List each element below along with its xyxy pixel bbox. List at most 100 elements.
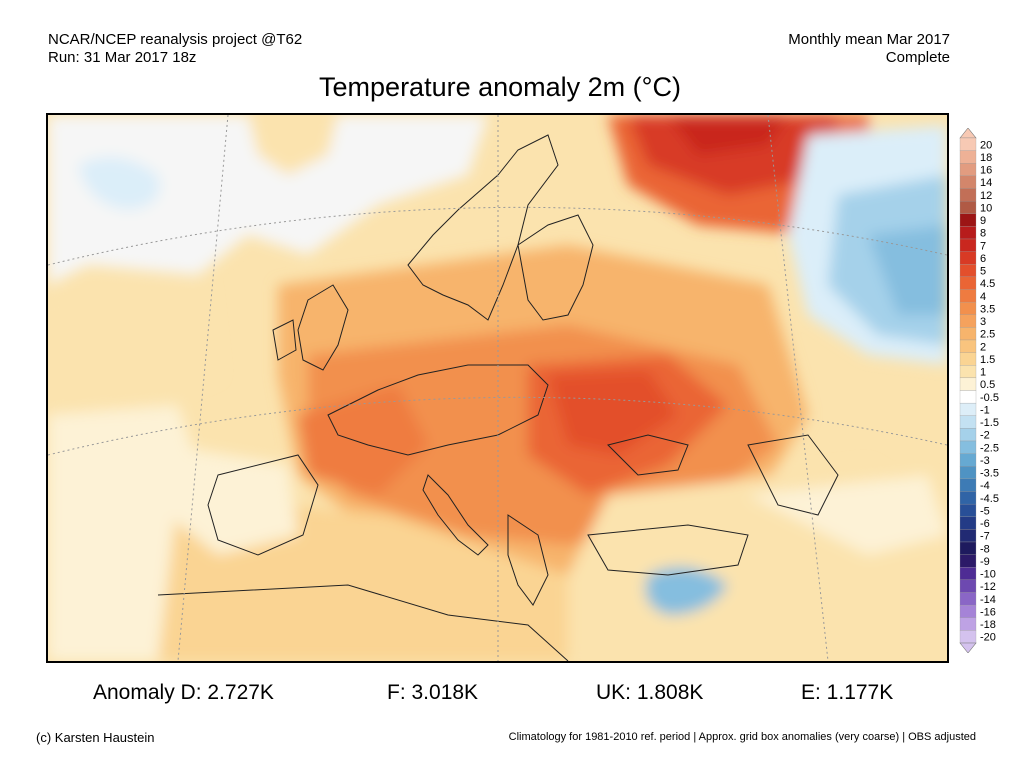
legend-label: -0.5 xyxy=(980,392,999,404)
legend-label: 1.5 xyxy=(980,354,995,366)
header-left: NCAR/NCEP reanalysis project @T62 Run: 3… xyxy=(48,31,302,67)
period-label: Monthly mean Mar 2017 xyxy=(788,31,950,48)
legend-swatch xyxy=(959,327,977,341)
legend-label: 4.5 xyxy=(980,278,995,290)
legend-label: 1 xyxy=(980,367,986,379)
legend-label: -2 xyxy=(980,430,990,442)
map-title: Temperature anomaly 2m (°C) xyxy=(319,72,681,102)
legend-swatch xyxy=(959,567,977,581)
legend-swatch xyxy=(959,604,977,618)
legend-label: -14 xyxy=(980,594,996,606)
legend-swatch xyxy=(959,226,977,240)
legend-label: 3.5 xyxy=(980,303,995,315)
legend-swatch xyxy=(959,554,977,568)
legend-swatch xyxy=(959,377,977,391)
credit: (c) Karsten Haustein xyxy=(36,730,155,745)
legend-label: -6 xyxy=(980,518,990,530)
anomaly-uk: UK: 1.808K xyxy=(596,681,704,704)
legend-swatch xyxy=(959,365,977,379)
coastlines xyxy=(157,134,839,661)
anomaly-map xyxy=(46,113,949,663)
legend-swatch xyxy=(959,188,977,202)
anomaly-f: F: 3.018K xyxy=(387,681,479,704)
legend-swatch xyxy=(959,301,977,315)
legend-label: -8 xyxy=(980,543,990,555)
legend-swatch xyxy=(959,352,977,366)
legend-label: 7 xyxy=(980,240,986,252)
legend-label: -18 xyxy=(980,619,996,631)
anomaly-d: Anomaly D: 2.727K xyxy=(93,681,274,704)
legend-swatch xyxy=(959,592,977,606)
legend-label: -12 xyxy=(980,581,996,593)
legend-swatch xyxy=(959,440,977,454)
legend-swatch xyxy=(959,276,977,290)
legend-swatch xyxy=(959,200,977,214)
legend-swatch xyxy=(959,390,977,404)
anomaly-field xyxy=(48,115,947,661)
legend-swatch xyxy=(959,529,977,543)
legend-swatch xyxy=(959,630,977,644)
legend-label: 2 xyxy=(980,341,986,353)
legend-swatch xyxy=(959,163,977,177)
header-right: Monthly mean Mar 2017 Complete xyxy=(788,31,950,67)
legend-label: -10 xyxy=(980,569,996,581)
map-canvas xyxy=(48,115,947,661)
legend-arrow-bottom xyxy=(959,642,977,653)
legend-label: -3.5 xyxy=(980,468,999,480)
legend-label: 6 xyxy=(980,253,986,265)
legend-label: -1 xyxy=(980,404,990,416)
legend-label: 8 xyxy=(980,228,986,240)
status-label: Complete xyxy=(885,49,950,66)
legend-swatch xyxy=(959,541,977,555)
legend-swatch xyxy=(959,516,977,530)
legend-label: 2.5 xyxy=(980,329,995,341)
anomaly-e: E: 1.177K xyxy=(801,681,894,704)
legend-label: -3 xyxy=(980,455,990,467)
legend-label: 20 xyxy=(980,139,992,151)
legend-label: -4 xyxy=(980,480,990,492)
legend-label: 5 xyxy=(980,266,986,278)
legend-label: 9 xyxy=(980,215,986,227)
legend-swatch xyxy=(959,415,977,429)
legend-label: 16 xyxy=(980,165,992,177)
climatology-note: Climatology for 1981-2010 ref. period | … xyxy=(508,731,976,743)
legend-swatch xyxy=(959,453,977,467)
legend-label: -5 xyxy=(980,505,990,517)
legend-label: -9 xyxy=(980,556,990,568)
legend-label: 14 xyxy=(980,177,992,189)
legend-label: -2.5 xyxy=(980,442,999,454)
legend-label: -1.5 xyxy=(980,417,999,429)
legend-swatch xyxy=(959,175,977,189)
legend-swatch xyxy=(959,264,977,278)
legend-swatch xyxy=(959,213,977,227)
legend-swatch xyxy=(959,478,977,492)
legend-swatch xyxy=(959,402,977,416)
legend-label: 3 xyxy=(980,316,986,328)
legend-label: 18 xyxy=(980,152,992,164)
legend-label: -7 xyxy=(980,531,990,543)
legend-label: 4 xyxy=(980,291,986,303)
legend-swatch xyxy=(959,466,977,480)
legend-swatch xyxy=(959,289,977,303)
legend-swatch xyxy=(959,339,977,353)
legend-label: -4.5 xyxy=(980,493,999,505)
legend-label: 10 xyxy=(980,202,992,214)
legend-swatch xyxy=(959,579,977,593)
legend-swatch xyxy=(959,491,977,505)
run-label: Run: 31 Mar 2017 18z xyxy=(48,49,197,66)
graticule xyxy=(48,115,947,661)
legend-label: 12 xyxy=(980,190,992,202)
legend-swatch xyxy=(959,314,977,328)
legend-swatch xyxy=(959,251,977,265)
legend-label: 0.5 xyxy=(980,379,995,391)
legend-swatch xyxy=(959,428,977,442)
color-legend: 201816141210987654.543.532.521.510.5-0.5… xyxy=(959,128,999,653)
legend-swatch xyxy=(959,150,977,164)
legend-swatch xyxy=(959,503,977,517)
legend-label: -16 xyxy=(980,606,996,618)
legend-swatch xyxy=(959,137,977,151)
legend-label: -20 xyxy=(980,632,996,644)
model-label: NCAR/NCEP reanalysis project @T62 xyxy=(48,31,303,48)
legend-swatch xyxy=(959,617,977,631)
legend-arrow-top xyxy=(959,128,977,139)
